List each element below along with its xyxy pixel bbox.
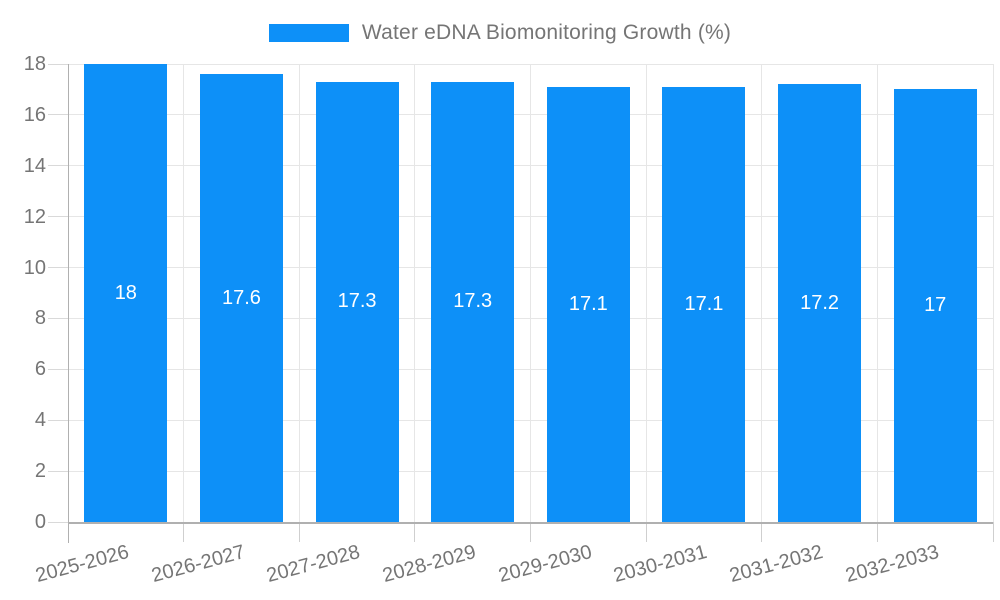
x-axis-label: 2027-2028: [264, 541, 363, 588]
x-axis-label: 2025-2026: [33, 541, 132, 588]
x-axis-tick: [876, 522, 878, 542]
y-axis-tick: [48, 470, 68, 472]
y-axis-tick: [48, 368, 68, 370]
y-axis-label: 6: [34, 358, 46, 381]
y-axis-label: 16: [23, 103, 46, 126]
x-axis-label: 2026-2027: [149, 541, 248, 588]
x-axis-tick: [530, 522, 531, 542]
gridline-vertical: [298, 64, 300, 522]
y-axis-label: 12: [23, 205, 46, 228]
bar-value-label: 17.3: [337, 290, 377, 313]
legend: Water eDNA Biomonitoring Growth (%): [0, 21, 1000, 45]
x-axis-tick: [645, 522, 647, 542]
bar-value-label: 17.1: [568, 292, 608, 315]
bar-value-label: 18: [114, 281, 137, 304]
x-axis-label: 2030-2031: [611, 541, 710, 588]
x-axis-tick: [761, 522, 763, 542]
y-axis-label: 18: [23, 53, 46, 75]
bar-2026-2027[interactable]: 17.6: [199, 74, 283, 522]
y-axis-tick: [48, 216, 68, 218]
gridline-vertical: [645, 64, 647, 522]
y-axis-tick: [48, 521, 68, 523]
legend-label: Water eDNA Biomonitoring Growth (%): [361, 21, 732, 44]
bar-2030-2031[interactable]: 17.1: [662, 86, 746, 522]
y-axis-label: 4: [34, 409, 46, 432]
y-axis-tick: [48, 165, 68, 167]
gridline-vertical: [876, 64, 878, 522]
y-axis-tick: [48, 63, 68, 65]
x-axis-label: 2029-2030: [495, 541, 595, 588]
x-axis-tick: [183, 522, 185, 542]
y-axis-tick: [48, 114, 68, 116]
gridline-vertical: [183, 64, 185, 522]
y-axis-label: 10: [23, 256, 46, 279]
x-axis-label: 2031-2032: [727, 541, 826, 588]
gridline-vertical: [761, 64, 763, 522]
bar-2025-2026[interactable]: 18: [84, 64, 168, 522]
legend-swatch-icon: [268, 24, 349, 42]
gridline-vertical: [414, 64, 416, 522]
bar-2029-2030[interactable]: 17.1: [546, 86, 630, 522]
y-axis-tick: [48, 419, 68, 421]
bar-value-label: 17: [924, 294, 947, 317]
bar-value-label: 17.6: [221, 286, 261, 309]
bar-2032-2033[interactable]: 17: [893, 89, 977, 522]
bar-2028-2029[interactable]: 17.3: [431, 81, 515, 522]
bar-value-label: 17.3: [453, 290, 493, 313]
bar-value-label: 17.2: [800, 291, 840, 314]
y-axis-line: [67, 64, 69, 543]
y-axis-label: 0: [34, 511, 46, 533]
y-axis-label: 8: [34, 307, 46, 330]
y-axis-label: 2: [34, 460, 46, 483]
bar-value-label: 17.1: [684, 292, 724, 315]
gridline-vertical: [530, 64, 531, 522]
x-axis-tick: [298, 522, 300, 542]
x-axis-line: [68, 522, 993, 524]
gridline-vertical: [992, 64, 994, 522]
bar-2027-2028[interactable]: 17.3: [315, 81, 399, 522]
y-axis-tick: [48, 317, 68, 319]
x-axis-tick: [992, 522, 994, 542]
x-axis-label: 2028-2029: [380, 541, 479, 588]
x-axis-label: 2032-2033: [842, 541, 941, 588]
y-axis-label: 14: [23, 154, 46, 177]
x-axis-tick: [414, 522, 416, 542]
bar-2031-2032[interactable]: 17.2: [778, 84, 862, 522]
y-axis-tick: [48, 267, 68, 269]
